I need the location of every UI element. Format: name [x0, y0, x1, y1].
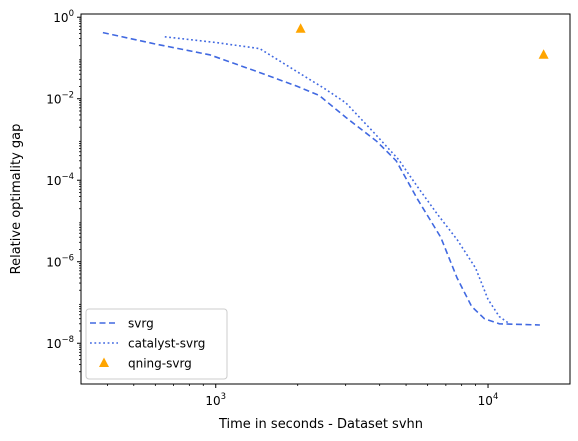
svrg-line — [102, 31, 540, 326]
y-tick-label: 10−2 — [46, 91, 74, 107]
plot-frame — [80, 13, 571, 385]
legend-marker — [99, 357, 109, 367]
legend-label: catalyst-svrg — [128, 337, 205, 351]
y-tick-label: 10−4 — [46, 172, 74, 188]
qning-svrg-marker — [538, 49, 549, 59]
y-tick-label: 10−8 — [46, 335, 74, 351]
x-axis: 103 104 — [106, 384, 499, 408]
y-tick-label: 10−6 — [46, 254, 74, 270]
x-axis-label: Time in seconds - Dataset svhn — [218, 417, 423, 432]
y-axis: 10−8 10−6 10−4 10−2 100 — [46, 9, 81, 373]
y-axis-label: Relative optimality gap — [9, 124, 24, 275]
y-tick-label: 100 — [53, 9, 74, 25]
qning-svrg-marker — [295, 23, 306, 33]
legend-label: qning-svrg — [128, 357, 192, 371]
legend-box — [85, 308, 228, 380]
legend: svrg catalyst-svrg qning-svrg — [85, 308, 228, 380]
legend-label: svrg — [128, 317, 154, 331]
x-tick-label: 103 — [205, 392, 226, 408]
x-tick-label: 104 — [478, 392, 499, 408]
series-layer — [102, 23, 549, 326]
catalyst-svrg-line — [164, 36, 511, 325]
